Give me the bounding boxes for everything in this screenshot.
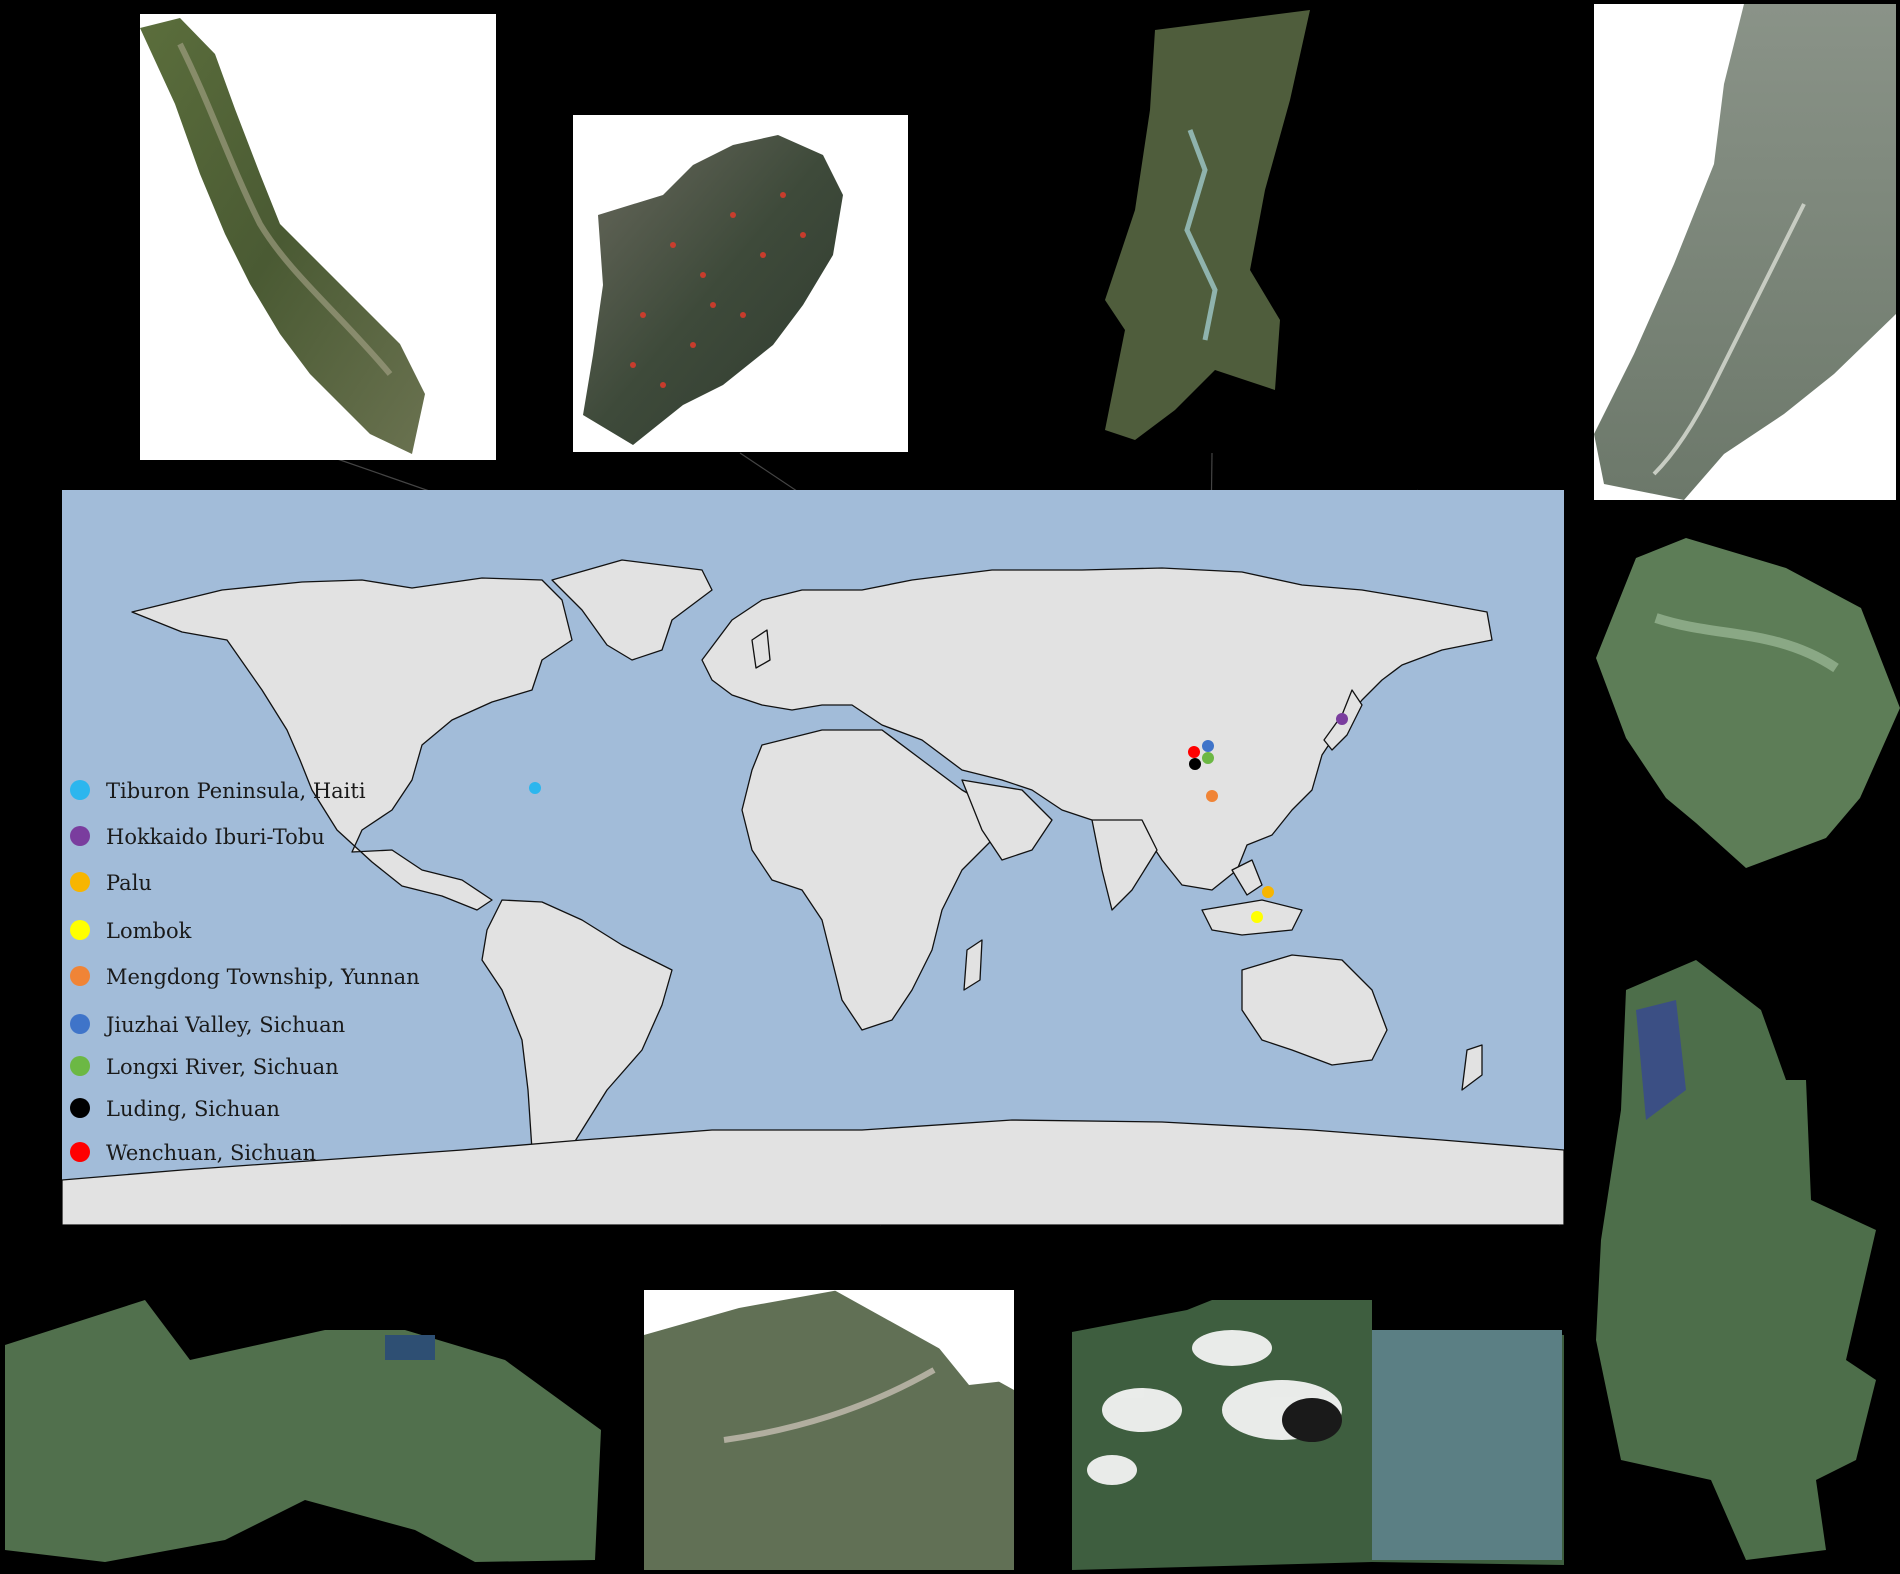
world-map	[62, 490, 1564, 1225]
legend-dot	[70, 780, 90, 800]
satellite-image	[140, 18, 425, 454]
legend-label: Mengdong Township, Yunnan	[106, 965, 420, 989]
satellite-image	[583, 135, 843, 445]
legend-dot	[70, 1142, 90, 1162]
imagery-tile-right-2	[1596, 960, 1900, 1560]
satellite-image	[5, 1300, 601, 1562]
legend-label: Lombok	[106, 919, 192, 943]
legend-dot	[70, 1056, 90, 1076]
site-marker-luding	[1189, 758, 1201, 770]
legend-label: Tiburon Peninsula, Haiti	[106, 779, 366, 803]
legend-label: Hokkaido Iburi-Tobu	[106, 825, 325, 849]
imagery-tile-bottom-3	[1072, 1300, 1564, 1570]
site-marker-haiti	[529, 782, 541, 794]
legend-dot	[70, 920, 90, 940]
imagery-tile-bottom-1	[5, 1300, 601, 1562]
legend-label: Longxi River, Sichuan	[106, 1055, 339, 1079]
satellite-image	[1594, 4, 1896, 500]
legend-dot	[70, 826, 90, 846]
legend-label: Jiuzhai Valley, Sichuan	[106, 1013, 346, 1037]
imagery-tile-top-4	[1594, 4, 1896, 500]
satellite-image	[1105, 10, 1310, 440]
imagery-tile-top-3	[1095, 10, 1310, 440]
legend-dot	[70, 966, 90, 986]
imagery-tile-top-1	[140, 14, 496, 460]
legend-label: Wenchuan, Sichuan	[106, 1141, 316, 1165]
site-marker-mengdong	[1206, 790, 1218, 802]
site-marker-wenchuan	[1188, 746, 1200, 758]
satellite-image	[1072, 1300, 1564, 1570]
imagery-tile-bottom-2	[644, 1290, 1014, 1570]
legend-label: Palu	[106, 871, 152, 895]
satellite-image	[1596, 538, 1900, 868]
satellite-image	[644, 1290, 1014, 1570]
world-map-land	[62, 559, 1564, 1225]
site-marker-longxi	[1202, 752, 1214, 764]
satellite-image	[1596, 960, 1876, 1560]
imagery-tile-top-2	[573, 115, 908, 452]
legend-dot	[70, 1098, 90, 1118]
site-marker-palu	[1262, 886, 1274, 898]
legend-dot	[70, 872, 90, 892]
site-marker-jiuzhai	[1202, 740, 1214, 752]
legend-dot	[70, 1014, 90, 1034]
site-marker-lombok	[1251, 911, 1263, 923]
imagery-tile-right-1	[1596, 538, 1900, 868]
site-marker-hokkaido	[1336, 713, 1348, 725]
legend-label: Luding, Sichuan	[106, 1097, 280, 1121]
